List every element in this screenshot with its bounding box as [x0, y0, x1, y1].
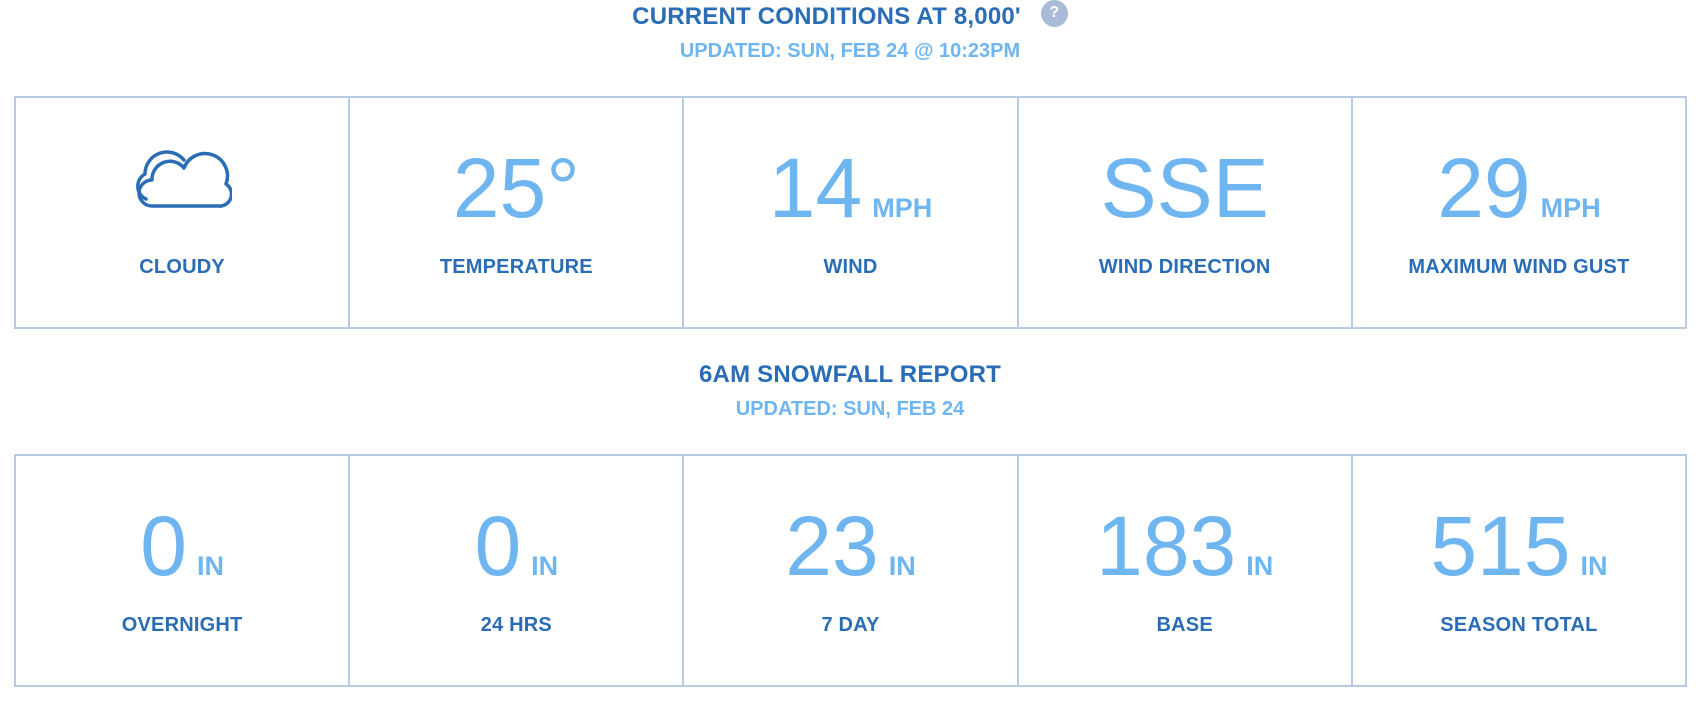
snow-7day-reading: 23 IN: [785, 504, 915, 588]
snow-overnight-cell: 0 IN OVERNIGHT: [16, 456, 351, 685]
conditions-header: CURRENT CONDITIONS AT 8,000' ? UPDATED: …: [0, 0, 1700, 63]
snow-overnight-reading: 0 IN: [140, 504, 224, 588]
snow-season-label: SEASON TOTAL: [1440, 614, 1598, 636]
conditions-grid: CLOUDY 25° TEMPERATURE 14 MPH WIND SSE W…: [14, 96, 1687, 329]
snow-overnight-value: 0: [140, 499, 187, 593]
snow-7day-label: 7 DAY: [821, 614, 880, 636]
wind-direction-label: WIND DIRECTION: [1098, 256, 1271, 278]
conditions-title: CURRENT CONDITIONS AT 8,000': [632, 3, 1021, 30]
snow-base-label: BASE: [1156, 614, 1213, 636]
sky-label: CLOUDY: [139, 256, 225, 278]
wind-value: 14: [768, 141, 863, 235]
max-gust-label: MAXIMUM WIND GUST: [1408, 256, 1630, 278]
snow-7day-value: 23: [785, 499, 879, 593]
max-gust-reading: 29 MPH: [1437, 146, 1600, 230]
temperature-label: TEMPERATURE: [439, 256, 593, 278]
temperature-value: 25°: [452, 141, 580, 235]
max-gust-value: 29: [1437, 141, 1531, 235]
snow-7day-cell: 23 IN 7 DAY: [684, 456, 1019, 685]
snow-24hrs-unit: IN: [531, 551, 559, 581]
snow-24hrs-label: 24 HRS: [480, 614, 552, 636]
max-gust-cell: 29 MPH MAXIMUM WIND GUST: [1353, 98, 1685, 327]
snow-overnight-label: OVERNIGHT: [121, 614, 243, 636]
snowfall-grid: 0 IN OVERNIGHT 0 IN 24 HRS 23 IN 7 DAY 1…: [14, 454, 1687, 687]
snow-season-value: 515: [1430, 499, 1571, 593]
snow-season-reading: 515 IN: [1430, 504, 1607, 588]
snow-base-unit: IN: [1246, 551, 1274, 581]
wind-label: WIND: [823, 256, 878, 278]
snow-season-cell: 515 IN SEASON TOTAL: [1353, 456, 1685, 685]
snow-overnight-unit: IN: [196, 551, 224, 581]
snow-24hrs-reading: 0 IN: [474, 504, 558, 588]
snowfall-header: 6AM SNOWFALL REPORT UPDATED: SUN, FEB 24: [0, 361, 1700, 421]
wind-cell: 14 MPH WIND: [684, 98, 1019, 327]
snow-base-cell: 183 IN BASE: [1019, 456, 1353, 685]
snow-season-unit: IN: [1580, 551, 1608, 581]
temperature-reading: 25°: [453, 146, 580, 230]
wind-reading: 14 MPH: [769, 146, 932, 230]
snowfall-title: 6AM SNOWFALL REPORT: [698, 361, 1002, 388]
conditions-updated: UPDATED: SUN, FEB 24 @ 10:23PM: [679, 40, 1021, 62]
snow-7day-unit: IN: [888, 551, 916, 581]
max-gust-unit: MPH: [1540, 193, 1601, 223]
snowfall-updated: UPDATED: SUN, FEB 24: [735, 398, 965, 420]
wind-direction-value: SSE: [1100, 141, 1269, 235]
snow-base-reading: 183 IN: [1096, 504, 1273, 588]
wind-direction-cell: SSE WIND DIRECTION: [1019, 98, 1353, 327]
snow-24hrs-cell: 0 IN 24 HRS: [350, 456, 685, 685]
cloud-icon: [136, 150, 233, 208]
snow-base-value: 183: [1096, 499, 1237, 593]
conditions-title-row: CURRENT CONDITIONS AT 8,000' ?: [632, 0, 1068, 31]
wind-direction-reading: SSE: [1101, 146, 1269, 230]
help-icon[interactable]: ?: [1040, 0, 1068, 27]
temperature-cell: 25° TEMPERATURE: [350, 98, 685, 327]
snow-24hrs-value: 0: [474, 499, 522, 593]
sky-cell: CLOUDY: [16, 98, 351, 327]
wind-unit: MPH: [872, 193, 933, 223]
